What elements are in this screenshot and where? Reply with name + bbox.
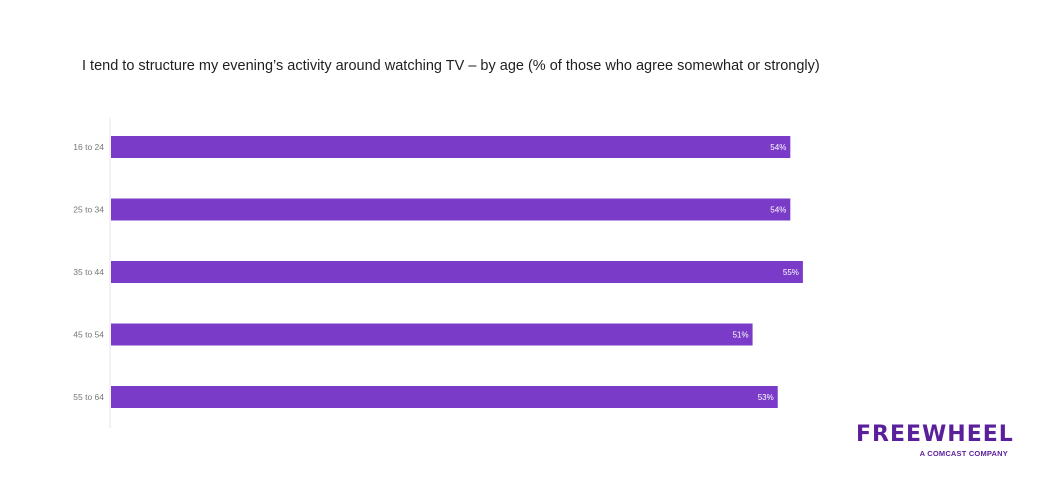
value-label: 54% <box>770 206 786 215</box>
category-label: 45 to 54 <box>73 330 104 340</box>
bar-25-to-34 <box>111 198 791 221</box>
category-label: 35 to 44 <box>73 267 104 277</box>
value-label: 55% <box>783 268 799 277</box>
freewheel-logo: FREEWHEEL A COMCAST COMPANY <box>856 422 1014 459</box>
chart-title: I tend to structure my evening’s activit… <box>82 58 820 74</box>
bars-group: 16 to 24 54% 25 to 34 54% 35 to 44 55% 45 to 5… <box>73 136 803 408</box>
value-label: 54% <box>770 143 786 152</box>
bar-45-to-54 <box>111 323 753 346</box>
logo-tagline: A COMCAST COMPANY <box>919 449 1008 458</box>
category-label: 55 to 64 <box>73 392 104 402</box>
value-label: 53% <box>758 393 774 402</box>
value-label: 51% <box>733 331 749 340</box>
category-label: 16 to 24 <box>73 142 104 152</box>
bar-16-to-24 <box>111 136 791 158</box>
bar-55-to-64 <box>111 386 778 408</box>
category-label: 25 to 34 <box>73 205 104 215</box>
bar-35-to-44 <box>111 261 803 283</box>
logo-wordmark: FREEWHEEL <box>856 422 1014 447</box>
